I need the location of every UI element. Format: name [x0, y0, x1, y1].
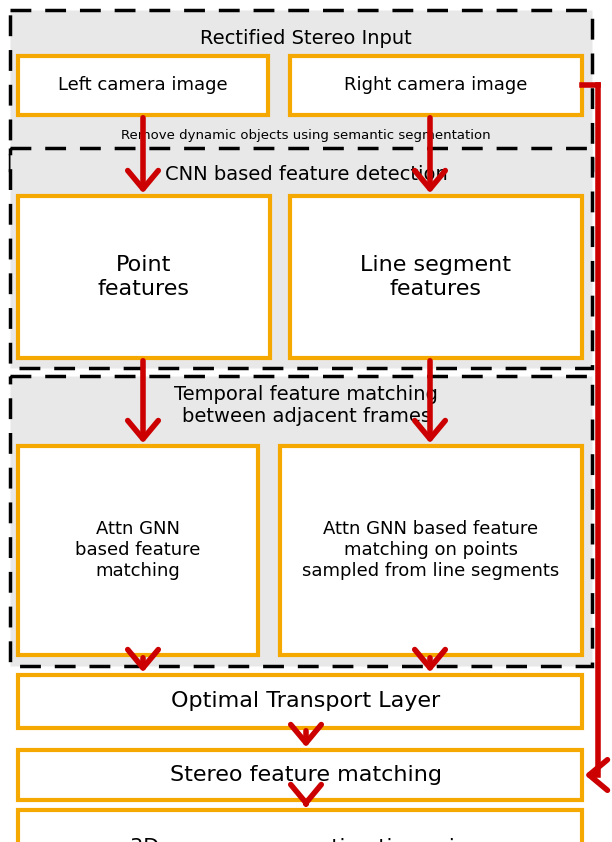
Bar	[18, 56, 268, 115]
Bar	[10, 376, 592, 666]
Bar	[10, 148, 592, 368]
Bar	[290, 56, 582, 115]
Text: Optimal Transport Layer: Optimal Transport Layer	[171, 691, 441, 711]
Text: Remove dynamic objects using semantic segmentation: Remove dynamic objects using semantic se…	[121, 129, 491, 141]
Bar	[18, 810, 582, 842]
Text: Stereo feature matching: Stereo feature matching	[170, 765, 442, 785]
Bar	[280, 446, 582, 655]
Bar	[18, 446, 258, 655]
Bar	[18, 196, 270, 358]
Text: Attn GNN
based feature
matching: Attn GNN based feature matching	[75, 520, 201, 580]
Text: Attn GNN based feature
matching on points
sampled from line segments: Attn GNN based feature matching on point…	[302, 520, 559, 580]
Text: Rectified Stereo Input: Rectified Stereo Input	[200, 29, 412, 47]
Text: Right camera image: Right camera image	[345, 77, 528, 94]
Text: 3D camera pose estimation using
2D–3D point line correspondences: 3D camera pose estimation using 2D–3D po…	[127, 839, 485, 842]
Text: CNN based feature detection: CNN based feature detection	[165, 164, 447, 184]
Text: Line segment
features: Line segment features	[360, 255, 512, 299]
Bar	[290, 196, 582, 358]
Text: Temporal feature matching
between adjacent frames: Temporal feature matching between adjace…	[174, 386, 438, 427]
Text: Left camera image: Left camera image	[58, 77, 228, 94]
Text: Point
features: Point features	[98, 255, 190, 299]
Bar	[10, 10, 592, 170]
Bar	[18, 675, 582, 728]
Bar	[18, 750, 582, 800]
